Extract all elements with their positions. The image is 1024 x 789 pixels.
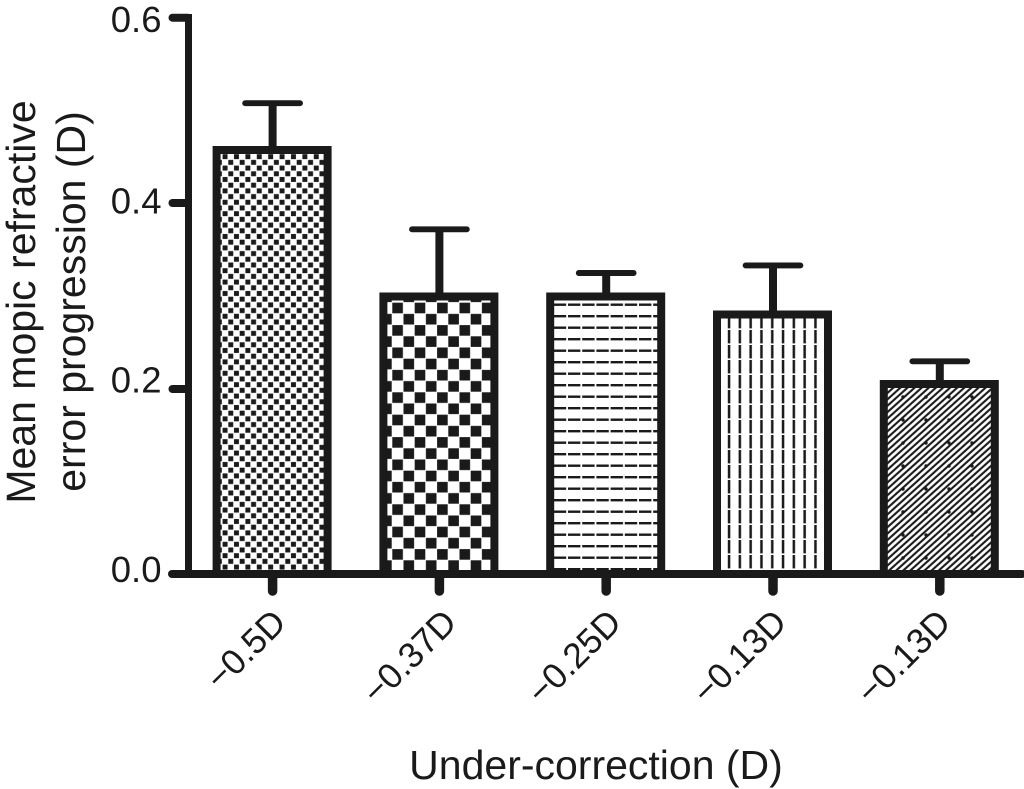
svg-text:0.4: 0.4 bbox=[111, 181, 162, 222]
svg-text:−0.5D: −0.5D bbox=[198, 602, 294, 698]
svg-text:0.6: 0.6 bbox=[111, 0, 162, 40]
svg-text:−0.13D: −0.13D bbox=[849, 602, 959, 712]
svg-text:−0.13D: −0.13D bbox=[684, 602, 794, 712]
svg-text:Mean mopic refractive: Mean mopic refractive bbox=[0, 100, 44, 503]
svg-text:−0.37D: −0.37D bbox=[354, 602, 464, 712]
svg-text:−0.25D: −0.25D bbox=[519, 602, 629, 712]
svg-text:0.2: 0.2 bbox=[111, 360, 162, 401]
svg-text:0.0: 0.0 bbox=[111, 549, 162, 590]
svg-text:error progression (D): error progression (D) bbox=[48, 111, 94, 492]
svg-text:Under-correction (D): Under-correction (D) bbox=[409, 742, 783, 788]
